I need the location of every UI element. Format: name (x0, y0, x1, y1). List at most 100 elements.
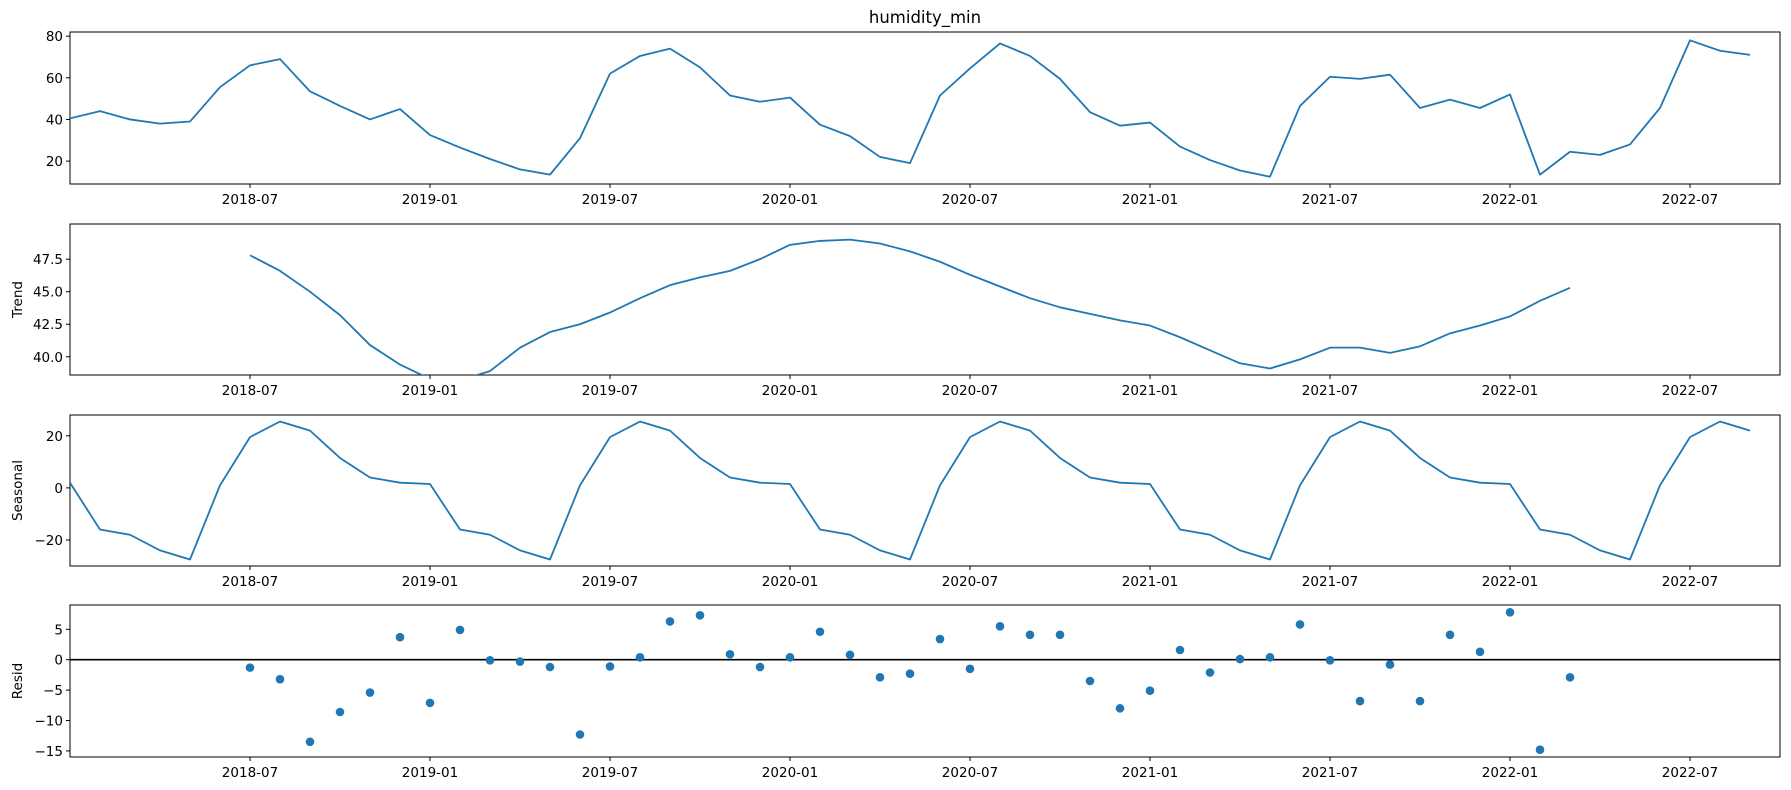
resid-point (336, 708, 345, 717)
x-tick-label: 2020-07 (942, 192, 998, 208)
x-tick-label: 2022-01 (1482, 192, 1538, 208)
axes-frame (70, 605, 1780, 757)
x-tick-label: 2021-01 (1122, 574, 1178, 590)
resid-point (306, 738, 315, 747)
y-tick-label: 60 (46, 71, 63, 87)
resid-point (1146, 686, 1155, 695)
y-tick-label: 47.5 (33, 252, 63, 268)
resid-point (966, 665, 975, 674)
x-tick-label: 2022-01 (1482, 765, 1538, 781)
figure-title: humidity_min (869, 8, 981, 28)
resid-point (1476, 648, 1485, 657)
y-tick-label: 20 (46, 154, 63, 170)
resid-point (516, 657, 525, 666)
x-tick-label: 2019-01 (402, 192, 458, 208)
resid-point (756, 663, 765, 672)
x-tick-label: 2021-07 (1302, 765, 1358, 781)
y-axis-label: Seasonal (10, 460, 26, 521)
x-tick-label: 2018-07 (222, 574, 278, 590)
x-tick-label: 2021-01 (1122, 192, 1178, 208)
y-axis-label: Trend (10, 281, 26, 319)
resid-point (1386, 660, 1395, 669)
panel-resid: −15 −10 −5 0 5 2018-07 2019-01 2019-07 2020-01 20… (10, 605, 1780, 781)
y-tick-label: 40.0 (33, 350, 63, 366)
resid-point (456, 626, 465, 635)
resid-point (1176, 646, 1185, 655)
y-tick-label: 80 (46, 29, 63, 45)
resid-point (666, 617, 675, 626)
x-tick-label: 2020-01 (762, 765, 818, 781)
resid-point (1026, 630, 1035, 639)
resid-point (846, 651, 855, 660)
x-tick-label: 2020-01 (762, 192, 818, 208)
x-tick-label: 2021-01 (1122, 765, 1178, 781)
resid-point (636, 653, 645, 662)
y-tick-label: 5 (54, 622, 63, 638)
resid-point (1536, 745, 1545, 754)
resid-point (1266, 653, 1275, 662)
y-tick-label: −10 (35, 714, 64, 730)
panel-trend: 40.0 42.5 45.0 47.5 2018-07 2019-01 2019-07 202… (10, 224, 1780, 399)
panel-seasonal: −20 0 20 2018-07 2019-01 2019-07 2020-01 2020-0… (10, 415, 1780, 590)
x-tick-label: 2019-01 (402, 383, 458, 399)
resid-point (396, 633, 405, 642)
x-tick-label: 2019-07 (582, 765, 638, 781)
resid-point (1446, 630, 1455, 639)
y-tick-label: 42.5 (33, 317, 63, 333)
x-tick-label: 2021-07 (1302, 574, 1358, 590)
x-tick-label: 2019-01 (402, 574, 458, 590)
resid-point (726, 650, 735, 659)
x-tick-label: 2022-07 (1662, 574, 1718, 590)
x-tick-label: 2019-07 (582, 192, 638, 208)
axes-frame (70, 415, 1780, 566)
panel-observed: 20 40 60 80 2018-07 2019-01 2019-07 2020-01 2020… (46, 29, 1780, 208)
x-tick-label: 2022-07 (1662, 765, 1718, 781)
x-tick-label: 2022-01 (1482, 383, 1538, 399)
resid-point (876, 673, 885, 682)
x-tick-label: 2022-01 (1482, 574, 1538, 590)
y-tick-label: −5 (43, 683, 63, 699)
resid-point (366, 688, 375, 697)
resid-point (276, 675, 285, 684)
x-tick-label: 2019-07 (582, 383, 638, 399)
resid-point (696, 611, 705, 620)
panels: 20 40 60 80 2018-07 2019-01 2019-07 2020-01 2020… (10, 29, 1780, 781)
y-tick-label: −15 (35, 744, 64, 760)
x-tick-label: 2020-01 (762, 383, 818, 399)
resid-point (1326, 656, 1335, 665)
x-tick-label: 2022-07 (1662, 192, 1718, 208)
resid-point (1356, 697, 1365, 706)
x-tick-label: 2022-07 (1662, 383, 1718, 399)
resid-point (546, 663, 555, 672)
x-tick-label: 2020-07 (942, 574, 998, 590)
resid-point (816, 627, 825, 636)
x-tick-label: 2021-01 (1122, 383, 1178, 399)
x-tick-label: 2020-07 (942, 383, 998, 399)
series-line (70, 422, 1750, 560)
y-tick-label: 40 (46, 112, 63, 128)
resid-point (606, 662, 615, 671)
resid-point (1566, 673, 1575, 682)
resid-point (936, 635, 945, 644)
y-tick-label: 0 (54, 653, 63, 669)
axes-frame (70, 224, 1780, 375)
resid-point (246, 663, 255, 672)
resid-point (1296, 620, 1305, 629)
x-tick-label: 2018-07 (222, 383, 278, 399)
resid-point (576, 730, 585, 739)
x-tick-label: 2019-01 (402, 765, 458, 781)
y-tick-label: 0 (54, 481, 63, 497)
resid-point (486, 656, 495, 665)
x-tick-label: 2021-07 (1302, 383, 1358, 399)
resid-point (1236, 655, 1245, 664)
resid-point (1116, 704, 1125, 713)
resid-point (1086, 677, 1095, 686)
series-line (70, 40, 1750, 176)
resid-point (426, 699, 435, 708)
series-line (250, 240, 1570, 381)
resid-point (906, 669, 915, 678)
resid-point (1416, 697, 1425, 706)
resid-point (996, 622, 1005, 631)
y-axis-label: Resid (10, 663, 26, 699)
